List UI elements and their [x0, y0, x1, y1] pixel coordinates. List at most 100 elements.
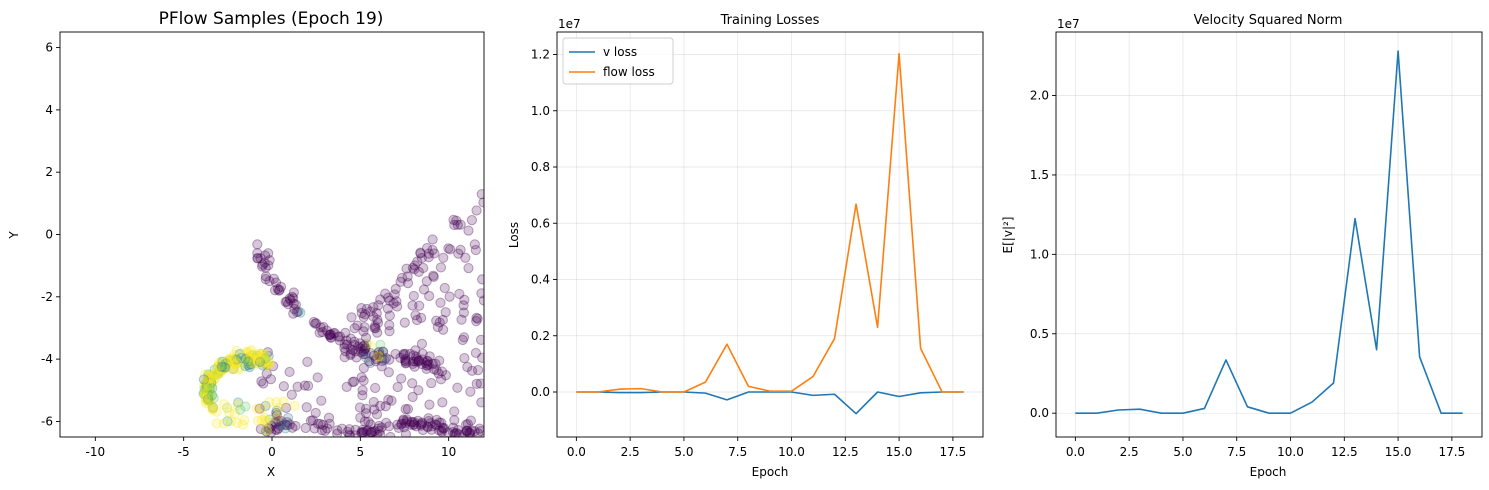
- scatter-point: [271, 410, 282, 421]
- scatter-point: [452, 424, 463, 436]
- scatter-point: [203, 394, 214, 405]
- scatter-point: [209, 373, 221, 384]
- scatter-point: [212, 369, 223, 380]
- scatter-point: [242, 354, 253, 365]
- scatter-point: [360, 352, 372, 363]
- scatter-point: [429, 248, 440, 259]
- scatter-x-tick-label: 5: [357, 445, 365, 459]
- scatter-point: [348, 376, 360, 387]
- scatter-y-tick-label: -4: [41, 352, 53, 366]
- scatter-point: [401, 263, 412, 274]
- scatter-point: [427, 234, 438, 245]
- losses-y-tick-label: 0.4: [531, 273, 550, 287]
- scatter-point: [207, 401, 218, 412]
- scatter-point: [469, 426, 480, 437]
- scatter-point: [271, 396, 282, 408]
- scatter-point: [260, 415, 271, 426]
- scatter-point: [453, 248, 464, 259]
- scatter-point: [417, 418, 428, 429]
- scatter-point: [400, 429, 412, 437]
- scatter-point: [261, 425, 273, 436]
- scatter-point: [333, 331, 344, 342]
- scatter-point: [312, 372, 323, 383]
- scatter-point: [318, 321, 329, 333]
- scatter-point: [260, 353, 271, 364]
- scatter-point: [422, 421, 433, 432]
- scatter-point: [254, 352, 265, 363]
- scatter-point: [365, 340, 376, 352]
- scatter-point: [345, 348, 356, 359]
- scatter-point: [454, 288, 465, 300]
- scatter-point: [274, 284, 285, 295]
- scatter-point: [232, 399, 243, 411]
- scatter-point: [357, 341, 368, 352]
- losses-offset-text: 1e7: [558, 17, 581, 31]
- scatter-point: [423, 415, 434, 427]
- scatter-point: [359, 340, 370, 351]
- scatter-point: [241, 349, 252, 360]
- scatter-point: [434, 417, 445, 428]
- scatter-point: [284, 366, 295, 378]
- scatter-point: [432, 321, 443, 333]
- scatter-point: [229, 408, 241, 419]
- scatter-point: [407, 358, 418, 369]
- scatter-point: [261, 368, 272, 379]
- scatter-point: [365, 429, 376, 437]
- scatter-point: [471, 378, 482, 390]
- scatter-point: [358, 345, 370, 357]
- scatter-point: [262, 360, 274, 371]
- scatter-point: [211, 418, 222, 429]
- scatter-point: [408, 290, 419, 302]
- scatter-point: [423, 248, 435, 259]
- scatter-point: [201, 376, 212, 388]
- scatter-point: [270, 418, 281, 429]
- scatter-point: [473, 365, 484, 376]
- scatter-point: [423, 413, 434, 424]
- scatter-point: [411, 421, 422, 432]
- scatter-point: [367, 426, 378, 437]
- scatter-point: [450, 428, 461, 437]
- scatter-point: [345, 349, 356, 361]
- scatter-point: [233, 397, 244, 408]
- scatter-point: [262, 347, 273, 358]
- scatter-point: [204, 372, 215, 383]
- scatter-x-tick-label: 0: [268, 445, 276, 459]
- scatter-point: [202, 390, 214, 401]
- scatter-point: [269, 285, 281, 296]
- scatter-point: [252, 253, 263, 264]
- scatter-point: [257, 353, 268, 365]
- scatter-point: [204, 375, 216, 387]
- scatter-y-tick-label: -6: [41, 414, 53, 428]
- scatter-point: [398, 348, 409, 359]
- scatter-point: [430, 358, 441, 369]
- scatter-point: [435, 262, 447, 273]
- scatter-point: [424, 290, 435, 302]
- scatter-y-tick-label: 6: [45, 41, 53, 55]
- scatter-point: [436, 425, 447, 436]
- scatter-point: [281, 420, 292, 431]
- scatter-point: [224, 353, 235, 365]
- scatter-point: [243, 360, 254, 371]
- scatter-point: [390, 283, 401, 295]
- scatter-point: [242, 351, 254, 362]
- scatter-point: [253, 352, 265, 363]
- scatter-point: [208, 393, 219, 404]
- scatter-point: [231, 358, 243, 369]
- scatter-point: [437, 314, 448, 326]
- scatter-point: [203, 389, 214, 400]
- scatter-point: [459, 428, 471, 437]
- scatter-point: [252, 239, 263, 250]
- losses-x-tick-label: 10.0: [778, 445, 805, 459]
- scatter-point: [257, 259, 268, 270]
- scatter-point: [200, 395, 212, 407]
- scatter-point: [396, 419, 407, 430]
- scatter-point: [283, 299, 294, 310]
- scatter-point: [289, 400, 300, 412]
- scatter-point: [245, 359, 256, 370]
- scatter-point: [384, 354, 395, 365]
- scatter-point: [273, 285, 285, 296]
- scatter-point: [207, 402, 219, 413]
- scatter-point: [228, 352, 240, 363]
- scatter-point: [212, 361, 224, 372]
- scatter-point: [355, 412, 366, 423]
